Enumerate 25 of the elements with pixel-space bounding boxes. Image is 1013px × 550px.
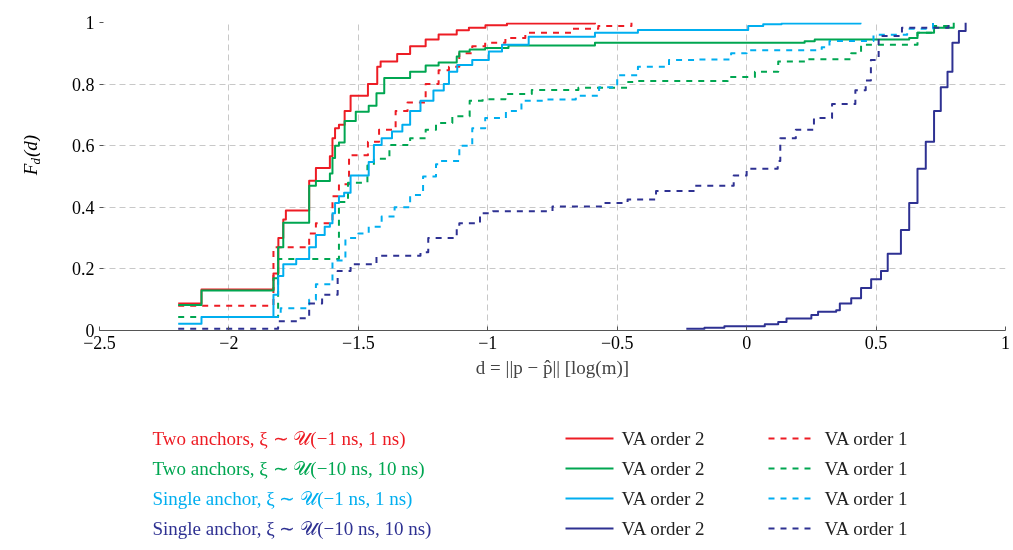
legend-label: VA order 1 [824,488,908,509]
text: Two anchors, ξ ∼ 𝒰(−10 ns, 10 ns) [152,458,425,480]
legend-label: VA order 2 [621,428,705,449]
y-tick-label: 0.8 [72,74,95,95]
x-axis-title: d = ||p − p̂|| [log(m)] [475,356,630,379]
text: Single anchor, ξ ∼ 𝒰(−1 ns, 1 ns) [152,488,413,510]
x-tick-label: −1 [478,332,498,353]
legend-label: VA order 2 [621,518,705,539]
legend-label: VA order 2 [621,458,705,479]
legend-label: VA order 1 [824,428,908,449]
y-tick-label: 0.2 [72,259,95,280]
x-tick-label: −2 [219,332,239,353]
y-tick-label: 0.4 [72,197,95,218]
y-tick-label: 0.6 [72,136,95,157]
x-tick-label: −1.5 [342,332,375,353]
legend-label: VA order 1 [824,518,908,539]
legend-label: VA order 1 [824,458,908,479]
text: Single anchor, ξ ∼ 𝒰(−10 ns, 10 ns) [152,518,432,540]
x-tick-label: 0.5 [864,332,888,353]
x-tick-label: 1 [1001,332,1010,353]
text: Two anchors, ξ ∼ 𝒰(−1 ns, 1 ns) [152,428,406,450]
legend-label: VA order 2 [621,488,705,509]
x-tick-label: 0 [742,332,752,353]
x-tick-label: −0.5 [600,332,634,353]
y-tick-label: 1 [85,13,95,33]
